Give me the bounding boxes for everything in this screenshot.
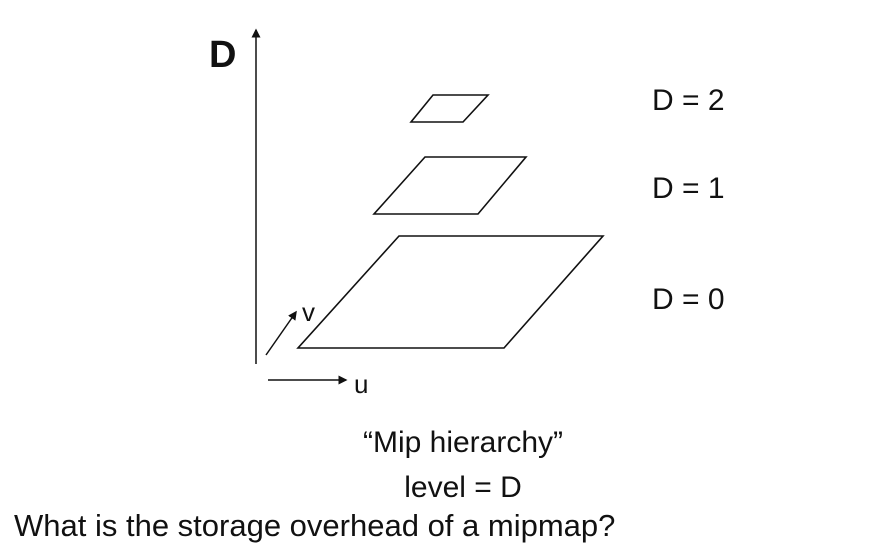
level-2-square xyxy=(409,94,490,123)
level-1-label: D = 1 xyxy=(652,172,725,205)
caption-title: “Mip hierarchy” xyxy=(362,426,564,459)
level-1-square xyxy=(372,156,528,215)
d-axis-label: D xyxy=(209,34,237,76)
u-axis-label: u xyxy=(354,369,369,399)
level-0-label: D = 0 xyxy=(652,283,725,316)
v-axis-line xyxy=(265,310,297,356)
v-axis-label: v xyxy=(302,297,315,327)
level-2-label: D = 2 xyxy=(652,84,725,117)
question-text: What is the storage overhead of a mipmap… xyxy=(14,508,616,543)
level-0-square xyxy=(296,235,605,349)
caption-subtitle: level = D xyxy=(404,471,522,504)
